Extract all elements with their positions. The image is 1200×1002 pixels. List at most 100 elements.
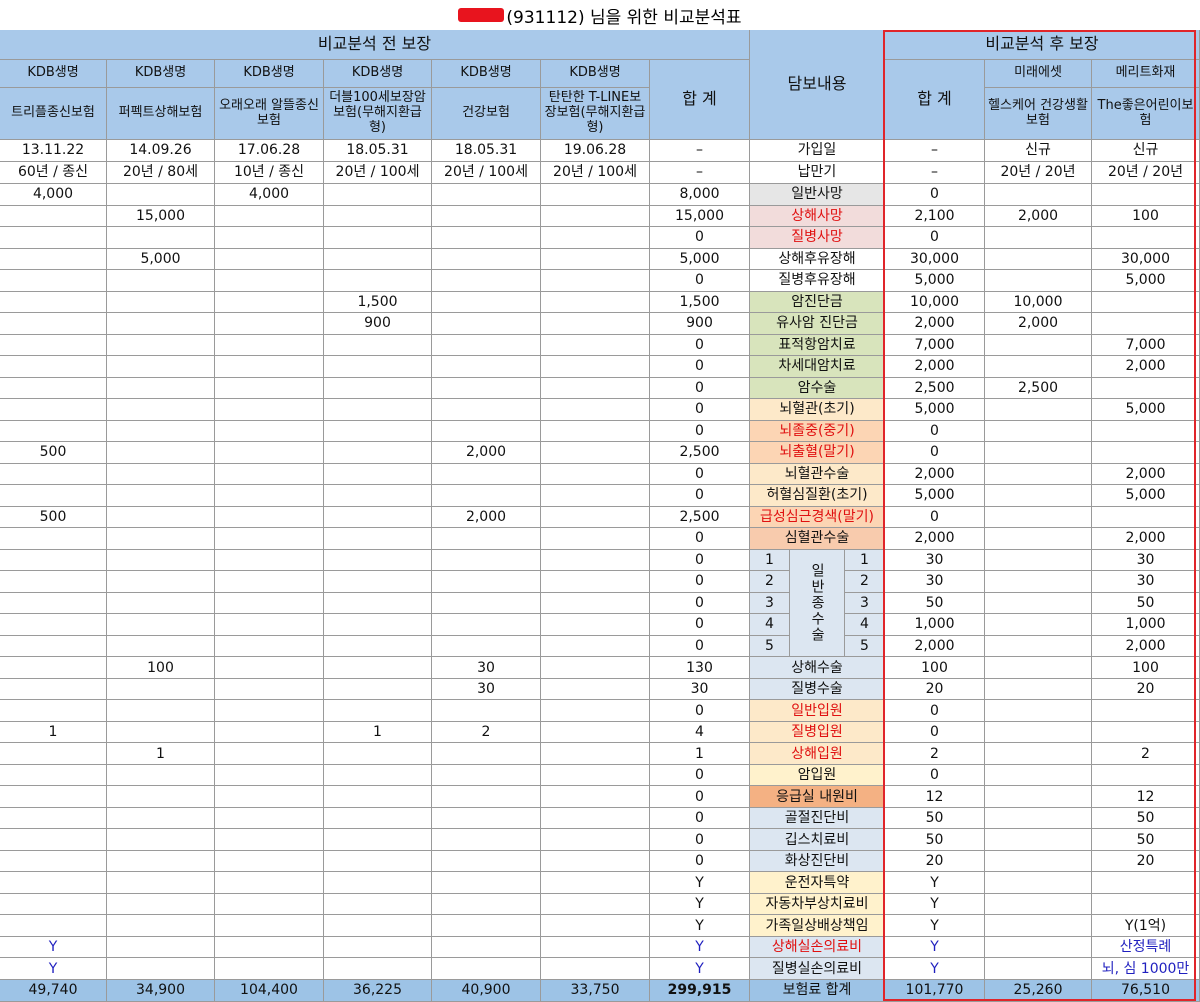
before-value — [324, 893, 432, 916]
after-sum: 2 — [885, 743, 985, 765]
sum: 2,500 — [650, 442, 750, 464]
before-value — [541, 571, 650, 593]
before-value — [432, 829, 541, 851]
before-value — [215, 872, 324, 894]
sum: 15,000 — [650, 205, 750, 227]
before-value — [541, 915, 650, 937]
after-sum: 30 — [885, 549, 985, 572]
before-value — [215, 592, 324, 615]
before-value — [432, 700, 541, 722]
before-value — [107, 915, 215, 937]
before-value — [432, 571, 541, 593]
premium: 33,750 — [541, 980, 650, 1002]
sum: 0 — [650, 614, 750, 636]
after-value: 50 — [1092, 807, 1200, 830]
before-value — [215, 936, 324, 959]
after-value — [985, 399, 1092, 421]
before-value — [432, 485, 541, 507]
before-value — [107, 528, 215, 550]
after-value: 20 — [1092, 678, 1200, 701]
before-value — [107, 592, 215, 615]
row-label: 질병수술 — [750, 678, 885, 701]
before-value — [541, 807, 650, 830]
row-label: 질병후유장해 — [750, 270, 885, 292]
before-value — [0, 786, 107, 808]
before-value: 500 — [0, 506, 107, 529]
after-value: 30 — [1092, 549, 1200, 572]
before-value: 30 — [432, 657, 541, 679]
premium: 49,740 — [0, 980, 107, 1002]
after-sum: 50 — [885, 829, 985, 851]
before-value — [215, 399, 324, 421]
after-sum: 12 — [885, 786, 985, 808]
before-value: Y — [0, 936, 107, 959]
company: KDB생명 — [324, 60, 432, 88]
premium: 104,400 — [215, 980, 324, 1002]
row-label: 뇌졸중(중기) — [750, 420, 885, 443]
before-value — [324, 184, 432, 206]
before-value — [107, 700, 215, 722]
after-value — [985, 700, 1092, 722]
after-value — [1092, 420, 1200, 443]
row-label: 질병입원 — [750, 721, 885, 744]
before-value — [107, 334, 215, 357]
row-label: 일반입원 — [750, 700, 885, 722]
after-sum: 5,000 — [885, 485, 985, 507]
before-value — [324, 356, 432, 378]
term: 60년 / 종신 — [0, 162, 107, 184]
after-sum: – — [885, 162, 985, 184]
after-value: 100 — [1092, 205, 1200, 227]
row-label: 상해실손의료비 — [750, 936, 885, 959]
before-value — [541, 420, 650, 443]
row-label: 심혈관수술 — [750, 528, 885, 550]
after-value: 2,000 — [1092, 528, 1200, 550]
grade: 4 — [750, 614, 790, 636]
after-sum: 30,000 — [885, 248, 985, 271]
after-value: Y(1억) — [1092, 915, 1200, 937]
sum: 0 — [650, 356, 750, 378]
after-value — [1092, 184, 1200, 206]
company: KDB생명 — [432, 60, 541, 88]
row-label: 표적항암치료 — [750, 334, 885, 357]
join-date: 17.06.28 — [215, 140, 324, 162]
before-value — [215, 485, 324, 507]
before-value — [0, 205, 107, 227]
after-value — [985, 872, 1092, 894]
after-value: 뇌, 심 1000만 — [1092, 958, 1200, 980]
before-value — [215, 248, 324, 271]
before-value — [215, 850, 324, 873]
before-value — [215, 807, 324, 830]
after-sum: 0 — [885, 442, 985, 464]
sum: Y — [650, 936, 750, 959]
before-value — [432, 270, 541, 292]
sum: 0 — [650, 399, 750, 421]
row-label: 유사암 진단금 — [750, 313, 885, 335]
before-value — [107, 571, 215, 593]
after-sum: Y — [885, 958, 985, 980]
after-value — [985, 485, 1092, 507]
before-value — [324, 807, 432, 830]
grade: 3 — [845, 592, 885, 615]
row-label: 급성심근경색(말기) — [750, 506, 885, 529]
before-value: 1 — [0, 721, 107, 744]
before-value — [0, 399, 107, 421]
sum: 0 — [650, 377, 750, 400]
row-label: 납만기 — [750, 162, 885, 184]
grade: 3 — [750, 592, 790, 615]
after-value — [985, 528, 1092, 550]
after-value — [985, 463, 1092, 486]
before-value — [432, 248, 541, 271]
before-value — [215, 614, 324, 636]
before-value — [324, 549, 432, 572]
row-label: 자동차부상치료비 — [750, 893, 885, 916]
after-value: 2,000 — [985, 205, 1092, 227]
after-value — [1092, 764, 1200, 787]
sum: 0 — [650, 463, 750, 486]
redaction — [458, 8, 505, 22]
after-value — [985, 592, 1092, 615]
before-value — [324, 829, 432, 851]
sum: 0 — [650, 592, 750, 615]
before-value — [0, 334, 107, 357]
before-value: 5,000 — [107, 248, 215, 271]
